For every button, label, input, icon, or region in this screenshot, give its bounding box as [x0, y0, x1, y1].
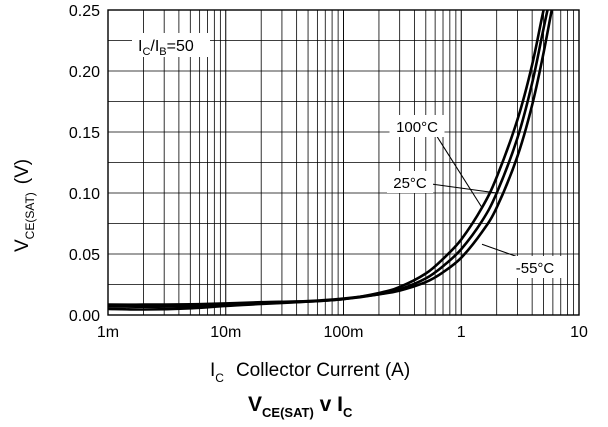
y-tick-labels: 0.00 0.05 0.10 0.15 0.20 0.25 — [69, 3, 100, 325]
x-tick-label: 1 — [457, 324, 466, 341]
series-label-box — [507, 256, 563, 278]
x-tick-label: 1m — [97, 324, 119, 341]
y-tick-label: 0.05 — [69, 247, 100, 264]
annotation: IC/IB=50 — [138, 38, 194, 58]
y-axis-label: VCE(SAT)(V) — [12, 159, 37, 252]
y-tick-label: 0.15 — [69, 125, 100, 142]
annotation-box — [132, 33, 210, 57]
y-tick-label: 0.20 — [69, 64, 100, 81]
series-label-boxes: 100°C 25°C -55°C — [387, 115, 563, 278]
series-label: 100°C — [396, 119, 438, 136]
grid — [108, 10, 579, 315]
series-lines — [108, 10, 554, 311]
series-line — [108, 10, 545, 311]
series-label-box — [387, 171, 433, 193]
series-label: 25°C — [393, 175, 427, 192]
series-label-box — [389, 115, 445, 137]
y-tick-label: 0.25 — [69, 3, 100, 20]
chart-title: VCE(SAT) v IC — [248, 393, 353, 420]
series-line — [108, 10, 554, 306]
series-label-leader — [430, 126, 483, 208]
x-tick-label: 100m — [323, 324, 363, 341]
x-tick-labels: 1m 10m 100m 1 10 — [97, 324, 588, 341]
x-axis-label: IC Collector Current (A) — [210, 360, 410, 385]
series-label-leader — [423, 182, 497, 194]
plot-frame — [107, 9, 580, 316]
series-label: -55°C — [516, 260, 555, 277]
x-tick-label: 10 — [570, 324, 588, 341]
y-tick-label: 0.00 — [69, 308, 100, 325]
y-tick-label: 0.10 — [69, 186, 100, 203]
x-tick-label: 10m — [210, 324, 241, 341]
